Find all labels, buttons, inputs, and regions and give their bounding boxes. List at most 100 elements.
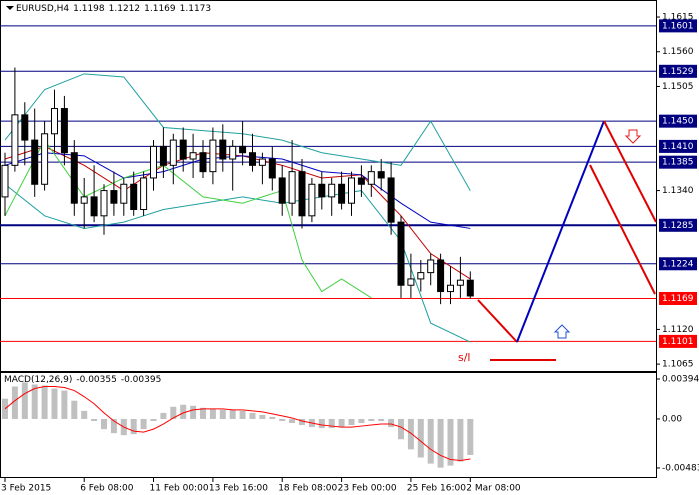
histogram-bar: [407, 418, 414, 450]
candle-body: [41, 133, 49, 185]
level-box: [659, 218, 697, 232]
candle-body: [90, 196, 98, 217]
price-panel: [0, 0, 657, 372]
x-tick-label: 25 Feb 16:00: [407, 484, 466, 494]
x-tick-label: 2 Mar 08:00: [466, 484, 521, 494]
histogram-bar: [200, 407, 206, 419]
candle-body: [140, 177, 148, 211]
y-tick-label: 1.1340: [662, 186, 694, 196]
level-box: [659, 114, 697, 128]
up-arrow: [553, 324, 571, 339]
y-tick-label: 1.1065: [662, 360, 694, 370]
histogram-bar: [180, 404, 187, 419]
histogram-bar: [71, 400, 78, 419]
histogram-bar: [457, 418, 464, 462]
histogram-bar: [447, 418, 454, 466]
ohlc-open: 1.1198: [73, 4, 105, 14]
annotation: s/l: [458, 351, 471, 364]
histogram-bar: [259, 414, 266, 419]
histogram-bar: [21, 382, 28, 419]
histogram-bar: [289, 418, 296, 424]
level-label: 1.1224: [662, 259, 694, 269]
y-tick-label: 1.1560: [662, 47, 694, 57]
ohlc-high: 1.1212: [109, 4, 141, 14]
histogram-bar: [91, 418, 98, 421]
level-box: [659, 291, 697, 305]
forecast-line: [589, 164, 656, 295]
candle-body: [466, 279, 474, 297]
level-label: 1.1529: [662, 67, 694, 77]
candle-body: [258, 158, 266, 166]
y-tick-label: 0.00394: [662, 374, 699, 384]
histogram-bar: [338, 418, 345, 428]
down-arrow: [624, 129, 642, 144]
candle-body: [150, 145, 157, 179]
candle-body: [397, 221, 405, 286]
candle-body: [427, 259, 435, 274]
candle-body: [179, 139, 187, 160]
candle-body: [239, 145, 247, 154]
level-label: 1.1285: [662, 221, 694, 231]
histogram-bar: [417, 418, 424, 458]
candle-body: [318, 183, 326, 198]
candle-body: [21, 114, 29, 141]
candle-body: [1, 164, 9, 198]
candle-body: [159, 145, 167, 166]
level-label: 1.1385: [662, 158, 694, 168]
signal-line: [4, 386, 471, 462]
level-box: [659, 64, 697, 78]
candle-body: [268, 158, 276, 179]
candle-body: [437, 259, 445, 293]
histogram-bar: [239, 410, 246, 419]
histogram-bar: [219, 409, 226, 419]
macd-value: -0.00395: [121, 375, 161, 385]
level-box: [659, 155, 697, 169]
candle-body: [120, 183, 128, 204]
menu-icon: [6, 6, 14, 10]
histogram-bar: [467, 418, 474, 455]
histogram-bar: [11, 386, 18, 419]
histogram-bar: [170, 406, 177, 419]
histogram-bar: [299, 418, 305, 426]
level-box: [659, 334, 697, 348]
x-tick-label: 11 Feb 00:00: [150, 484, 209, 494]
forecast-line: [603, 120, 657, 223]
histogram-bar: [427, 418, 434, 464]
candle-body: [387, 177, 395, 223]
candle-body: [407, 278, 415, 286]
histogram-bar: [101, 418, 107, 430]
macd-panel: [0, 372, 657, 478]
candle-body: [100, 190, 108, 217]
level-label: 1.1101: [662, 337, 694, 347]
candle-body: [60, 108, 68, 154]
level-label: 1.1169: [662, 294, 694, 304]
ohlc-low: 1.1169: [144, 4, 176, 14]
histogram-bar: [130, 418, 137, 435]
candle-body: [80, 196, 88, 204]
level-label: 1.1601: [662, 21, 694, 31]
histogram-bar: [209, 408, 216, 419]
histogram-bar: [150, 418, 157, 421]
candle-body: [110, 190, 118, 204]
level-box: [659, 257, 697, 271]
macd-header: MACD(12,26,9) -0.00355 -0.00395: [4, 375, 161, 385]
y-tick-label: 1.1505: [662, 82, 694, 92]
x-tick-label: 13 Feb 16:00: [209, 484, 268, 494]
candle-body: [308, 183, 316, 217]
candle-body: [288, 171, 296, 204]
histogram-bar: [160, 412, 167, 419]
candle-body: [130, 183, 138, 211]
candle-body: [249, 152, 256, 166]
x-tick-label: 6 Feb 08:00: [80, 484, 134, 494]
symbol: EURUSD,H4: [16, 4, 69, 14]
y-tick-label: 1.1615: [662, 13, 694, 23]
histogram-bar: [388, 418, 395, 428]
histogram-bar: [378, 418, 385, 421]
candle-body: [31, 139, 39, 185]
level-box: [659, 139, 697, 153]
candle-body: [456, 279, 464, 286]
histogram-bar: [368, 418, 375, 421]
x-tick-label: 23 Feb 00:00: [338, 484, 397, 494]
